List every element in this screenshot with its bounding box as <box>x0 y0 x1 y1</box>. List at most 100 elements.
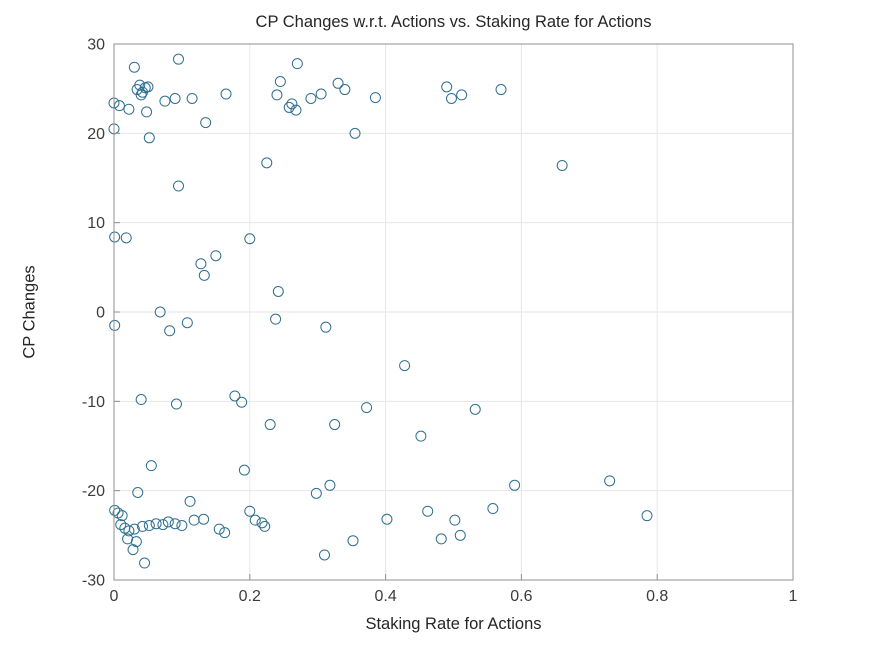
scatter-point <box>143 520 155 532</box>
scatter-point <box>449 514 461 526</box>
scatter-point <box>135 89 147 101</box>
x-tick-label: 0.2 <box>239 588 261 605</box>
scatter-point <box>290 104 302 116</box>
scatter-point <box>305 92 317 104</box>
scatter-point <box>116 510 128 522</box>
scatter-point <box>283 101 295 113</box>
x-tick-label: 0 <box>110 588 119 605</box>
scatter-point <box>361 402 373 414</box>
scatter-point <box>229 390 241 402</box>
scatter-point <box>271 89 283 101</box>
scatter-point <box>143 132 155 144</box>
y-tick-label: 30 <box>87 37 105 54</box>
y-tick-label: 10 <box>87 215 105 232</box>
scatter-point <box>195 258 207 270</box>
scatter-point <box>369 92 381 104</box>
scatter-point <box>135 394 147 406</box>
scatter-point <box>169 518 181 530</box>
scatter-point <box>184 495 196 507</box>
scatter-point <box>123 525 135 537</box>
scatter-point <box>176 520 188 532</box>
scatter-point <box>137 520 149 532</box>
scatter-point <box>324 479 336 491</box>
scatter-point <box>219 527 231 539</box>
scatter-point <box>169 92 181 104</box>
scatter-point <box>487 503 499 515</box>
y-tick-label: -30 <box>82 573 105 590</box>
scatter-point <box>173 180 185 192</box>
scatter-point <box>154 306 166 318</box>
scatter-point <box>220 88 232 100</box>
scatter-point <box>332 77 344 89</box>
x-axis-label: Staking Rate for Actions <box>365 615 542 633</box>
scatter-point <box>200 117 212 129</box>
scatter-point <box>422 505 434 517</box>
scatter-point <box>641 510 653 522</box>
scatter-point <box>141 106 153 118</box>
scatter-point <box>186 92 198 104</box>
scatter-point <box>210 250 222 262</box>
y-tick-label: 20 <box>87 126 105 143</box>
scatter-point <box>170 398 182 410</box>
scatter-point <box>320 321 332 333</box>
scatter-point <box>128 61 140 73</box>
scatter-point <box>399 360 411 372</box>
scatter-point <box>286 98 298 110</box>
scatter-point <box>198 513 210 525</box>
scatter-point <box>318 549 330 561</box>
scatter-point <box>347 535 359 547</box>
scatter-point <box>381 513 393 525</box>
scatter-point <box>123 103 135 115</box>
y-tick-label: -10 <box>82 394 105 411</box>
scatter-point <box>164 325 176 337</box>
scatter-point <box>127 544 139 556</box>
scatter-point <box>213 523 225 535</box>
scatter-point <box>415 430 427 442</box>
scatter-point <box>445 92 457 104</box>
x-tick-label: 0.8 <box>646 588 668 605</box>
scatter-point <box>173 53 185 65</box>
scatter-point <box>261 157 273 169</box>
scatter-point <box>244 505 256 517</box>
scatter-point <box>159 95 171 107</box>
scatter-point <box>315 88 327 100</box>
scatter-point <box>454 529 466 541</box>
scatter-point <box>259 520 271 532</box>
scatter-point <box>109 504 121 516</box>
scatter-point <box>236 396 248 408</box>
scatter-point <box>162 516 174 528</box>
scatter-point <box>339 84 351 96</box>
scatter-point <box>556 159 568 171</box>
x-tick-label: 1 <box>789 588 798 605</box>
scatter-point <box>109 231 121 243</box>
scatter-point <box>441 81 453 93</box>
scatter-point <box>272 285 284 297</box>
scatter-point <box>469 403 481 415</box>
scatter-point <box>181 317 193 329</box>
scatter-point <box>509 479 521 491</box>
scatter-point <box>604 475 616 487</box>
scatter-point <box>435 533 447 545</box>
scatter-point <box>139 557 151 569</box>
scatter-point <box>150 518 162 530</box>
y-tick-label: 0 <box>96 305 105 322</box>
scatter-point <box>238 464 250 476</box>
scatter-point <box>109 319 121 331</box>
scatter-point <box>132 486 144 498</box>
scatter-point <box>264 419 276 431</box>
x-tick-label: 0.6 <box>510 588 532 605</box>
scatter-point <box>188 514 200 526</box>
scatter-point <box>198 269 210 281</box>
scatter-point <box>157 519 169 531</box>
scatter-point <box>145 460 157 472</box>
scatter-point <box>244 233 256 245</box>
y-tick-label: -20 <box>82 483 105 500</box>
scatter-point <box>291 58 303 70</box>
scatter-point <box>310 487 322 499</box>
scatter-point <box>274 76 286 88</box>
scatter-point <box>456 89 468 101</box>
scatter-point <box>270 313 282 325</box>
scatter-point <box>115 519 127 531</box>
